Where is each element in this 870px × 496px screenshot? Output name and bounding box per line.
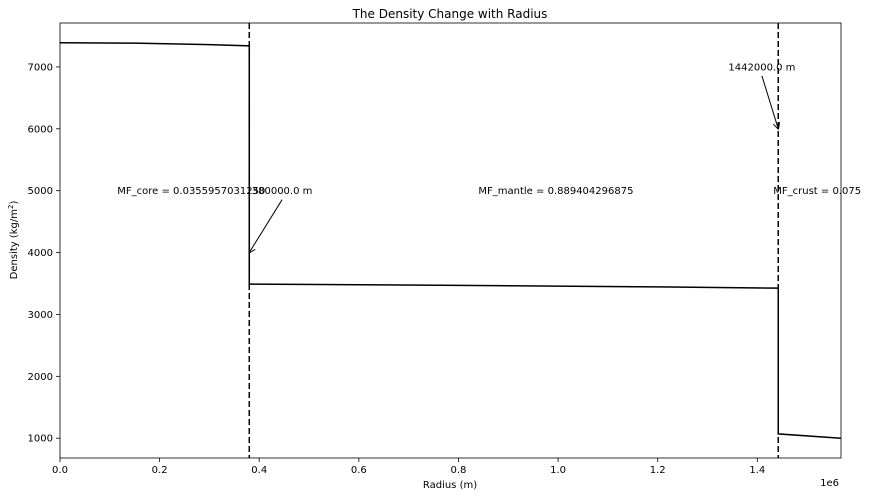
- x-tick-label: 1.2: [650, 465, 666, 476]
- x-axis-label: Radius (m): [423, 480, 477, 491]
- x-tick-label: 0.6: [351, 465, 367, 476]
- annotation-label: MF_mantle = 0.889404296875: [478, 186, 633, 197]
- x-tick-label: 0.2: [152, 465, 168, 476]
- y-tick-label: 6000: [28, 124, 53, 135]
- y-tick-label: 5000: [28, 186, 53, 197]
- chart-title: The Density Change with Radius: [352, 7, 548, 21]
- x-axis-ticks: 0.0 0.2 0.4 0.6 0.8 1.0 1.2 1.4: [52, 458, 765, 476]
- y-tick-label: 1000: [28, 434, 53, 445]
- annotation-label: MF_core = 0.0355957031250: [117, 186, 265, 197]
- y-axis-ticks: 1000 2000 3000 4000 5000 6000 7000: [28, 62, 60, 445]
- y-tick-label: 3000: [28, 310, 53, 321]
- annotation-label: MF_crust = 0.075: [773, 186, 861, 197]
- x-tick-label: 0.8: [451, 465, 467, 476]
- annotation-arrow: [761, 75, 778, 129]
- y-tick-label: 4000: [28, 248, 53, 259]
- x-tick-label: 1.4: [749, 465, 765, 476]
- annotation-label: 380000.0 m: [252, 186, 313, 197]
- y-axis-label: Density (kg/m2): [7, 201, 20, 280]
- x-tick-label: 0.4: [251, 465, 267, 476]
- x-tick-label: 1.0: [550, 465, 566, 476]
- y-tick-label: 7000: [28, 62, 53, 73]
- x-axis-offset-label: 1e6: [820, 478, 839, 489]
- plot-lines: [59, 23, 842, 458]
- x-tick-label: 0.0: [52, 465, 68, 476]
- y-tick-label: 2000: [28, 372, 53, 383]
- density-series-line: [59, 42, 842, 439]
- annotation-label: 1442000.0 m: [728, 62, 795, 73]
- plot-frame: [59, 22, 842, 459]
- annotation-arrow: [249, 199, 283, 253]
